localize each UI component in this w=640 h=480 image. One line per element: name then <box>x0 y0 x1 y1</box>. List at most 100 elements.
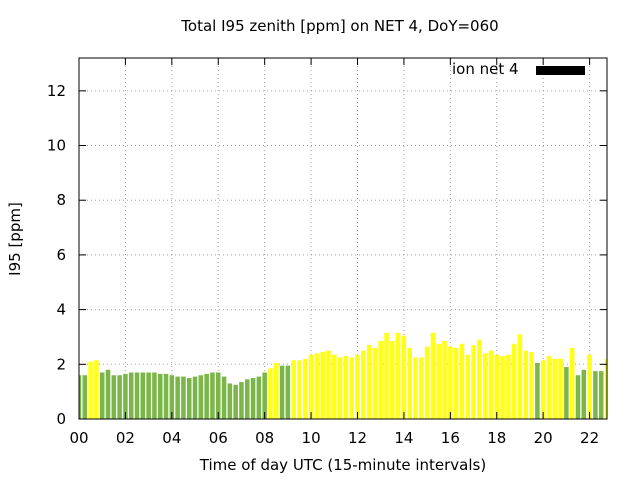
bar <box>134 372 140 419</box>
y-tick-label: 12 <box>47 82 66 100</box>
x-tick-label: 12 <box>348 429 367 447</box>
bar <box>488 350 494 419</box>
bar <box>395 332 401 419</box>
bar <box>343 356 349 419</box>
bar <box>198 375 204 419</box>
bar <box>181 376 186 419</box>
bar <box>459 343 465 419</box>
bar <box>593 371 598 419</box>
y-tick-label: 0 <box>56 410 66 428</box>
bar <box>378 341 383 419</box>
y-tick-label: 8 <box>56 191 66 209</box>
bar <box>88 361 93 419</box>
bar <box>430 332 436 419</box>
x-axis-label: Time of day UTC (15-minute intervals) <box>199 456 487 474</box>
bar <box>163 373 169 419</box>
bar <box>442 341 447 419</box>
x-tick-label: 06 <box>209 429 228 447</box>
bar <box>279 365 285 419</box>
bar <box>250 377 256 419</box>
bar <box>94 360 99 419</box>
bar <box>477 339 482 419</box>
bar <box>105 369 111 419</box>
bar <box>366 345 372 419</box>
bar <box>604 358 607 419</box>
plot-frame <box>78 57 608 420</box>
bar <box>523 350 529 419</box>
bar <box>210 372 215 419</box>
bars <box>79 332 607 419</box>
bar <box>500 356 505 419</box>
bar <box>372 347 378 419</box>
bar <box>506 354 511 419</box>
bar <box>227 383 233 419</box>
bar <box>482 353 488 419</box>
x-tick-label: 14 <box>394 429 413 447</box>
bar <box>204 373 209 419</box>
bar <box>575 375 581 419</box>
bar <box>349 357 354 419</box>
bar <box>564 367 569 419</box>
bar <box>111 375 117 419</box>
bar <box>291 360 296 419</box>
x-tick-label: 10 <box>302 429 321 447</box>
bar <box>546 356 552 419</box>
legend-label: ion net 4 <box>452 60 519 78</box>
y-axis-label: I95 [ppm] <box>6 202 24 276</box>
bar <box>384 332 389 419</box>
bar <box>517 334 523 419</box>
x-tick-label: 20 <box>534 429 553 447</box>
x-tick-label: 08 <box>255 429 274 447</box>
bar <box>268 368 273 419</box>
x-tick-label: 00 <box>69 429 88 447</box>
bar <box>117 375 122 419</box>
bar <box>303 358 308 419</box>
x-tick-label: 04 <box>162 429 181 447</box>
bar <box>332 354 337 419</box>
bar <box>233 384 238 419</box>
bar <box>320 351 325 419</box>
bar <box>314 353 320 419</box>
bar <box>262 372 267 419</box>
bar <box>82 375 88 419</box>
y-tick-label: 4 <box>56 301 66 319</box>
bar <box>221 376 227 419</box>
x-tick-label: 22 <box>580 429 599 447</box>
bar <box>169 375 175 419</box>
x-tick-label: 02 <box>116 429 135 447</box>
bar <box>192 376 198 419</box>
bar <box>239 382 244 419</box>
bar <box>494 354 500 419</box>
bar <box>215 372 221 419</box>
legend-swatch <box>536 66 585 75</box>
bar <box>140 372 146 419</box>
bar <box>123 373 128 419</box>
bar <box>569 347 575 419</box>
chart-title: Total I95 zenith [ppm] on NET 4, DoY=060 <box>181 17 499 35</box>
bar <box>337 357 343 419</box>
bar <box>424 346 430 419</box>
y-tick-label: 10 <box>47 137 66 155</box>
bar <box>355 354 360 419</box>
bar <box>581 369 587 419</box>
bar <box>511 343 517 419</box>
bar <box>128 372 134 419</box>
bar <box>419 357 424 419</box>
bar <box>99 372 105 419</box>
bar <box>152 372 157 419</box>
bar <box>157 373 163 419</box>
bar <box>285 365 291 419</box>
bar <box>390 341 395 419</box>
bar <box>407 347 412 419</box>
bar <box>552 358 558 419</box>
bar <box>186 377 192 419</box>
bar <box>401 335 407 419</box>
bar <box>79 375 82 419</box>
y-tick-label: 2 <box>56 355 66 373</box>
bar <box>558 358 563 419</box>
bar <box>535 362 540 419</box>
bar <box>146 372 151 419</box>
bar <box>308 354 314 419</box>
